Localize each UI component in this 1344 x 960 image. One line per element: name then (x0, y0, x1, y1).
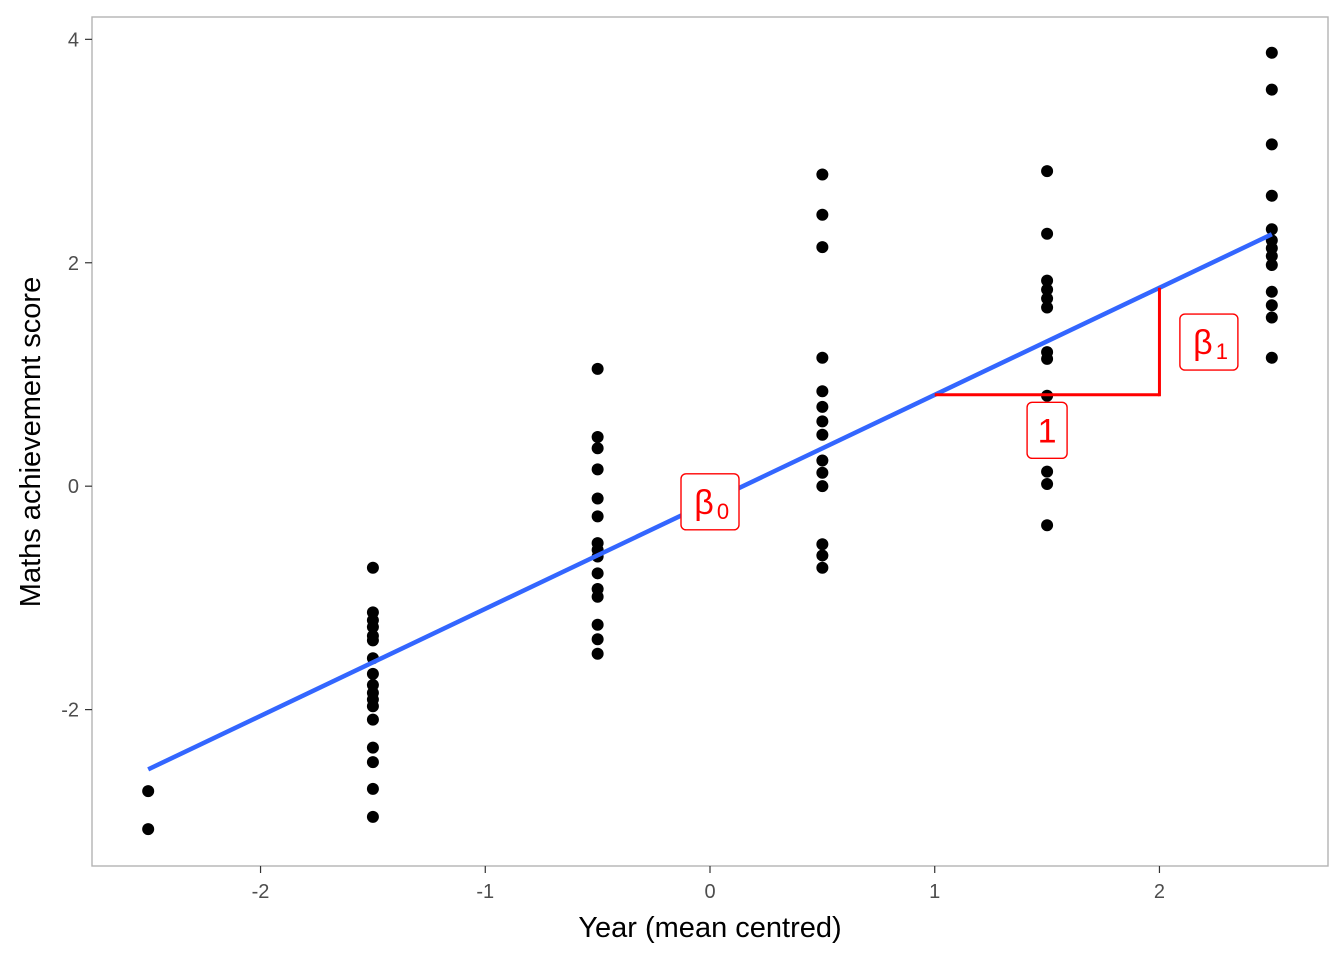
data-point (1265, 258, 1278, 271)
x-tick-label: 0 (704, 881, 715, 903)
data-point (816, 415, 829, 428)
annotation-text: β (694, 484, 714, 522)
y-axis-title: Maths achievement score (15, 277, 47, 607)
data-point (366, 561, 379, 574)
data-point (591, 510, 604, 523)
data-point (816, 400, 829, 413)
data-point (366, 810, 379, 823)
x-tick-label: 2 (1154, 881, 1165, 903)
data-point (1041, 352, 1054, 365)
annotation-subscript: 1 (1216, 339, 1228, 364)
data-point (366, 667, 379, 680)
y-tick-label: 4 (68, 29, 79, 51)
data-point (1265, 138, 1278, 151)
data-point (366, 713, 379, 726)
data-point (1265, 250, 1278, 263)
annotation-label: 1 (1026, 401, 1068, 460)
y-tick-label: 2 (68, 253, 79, 275)
data-point (816, 385, 829, 398)
annotation-box (680, 473, 740, 531)
data-points (142, 46, 1278, 836)
data-point (816, 538, 829, 551)
data-point (1265, 83, 1278, 96)
data-point (142, 823, 155, 836)
data-point (591, 442, 604, 455)
annotation-box (1179, 313, 1239, 371)
data-point (816, 241, 829, 254)
data-point (816, 428, 829, 441)
data-point (366, 741, 379, 754)
data-point (366, 782, 379, 795)
data-point (1041, 274, 1054, 287)
data-point (1265, 285, 1278, 298)
x-tick-label: -1 (476, 881, 494, 903)
data-point (816, 168, 829, 181)
data-point (142, 785, 155, 798)
data-point (816, 351, 829, 364)
data-point (591, 362, 604, 375)
data-point (816, 454, 829, 467)
data-point (816, 549, 829, 562)
data-point (1041, 301, 1054, 314)
data-point (1265, 189, 1278, 202)
data-point (591, 633, 604, 646)
data-point (816, 561, 829, 574)
x-tick-label: 1 (929, 881, 940, 903)
data-point (591, 590, 604, 603)
data-point (591, 647, 604, 660)
y-tick-label: 0 (68, 476, 79, 498)
data-point (591, 492, 604, 505)
annotation-text: 1 (1038, 412, 1057, 450)
x-tick-label: -2 (252, 881, 270, 903)
data-point (366, 634, 379, 647)
data-point (1041, 465, 1054, 478)
x-axis-title: Year (mean centred) (578, 912, 841, 944)
data-point (1265, 311, 1278, 324)
data-point (1041, 165, 1054, 178)
data-point (816, 466, 829, 479)
data-point (1041, 477, 1054, 490)
data-point (1265, 223, 1278, 236)
data-point (816, 480, 829, 493)
data-point (591, 431, 604, 444)
data-point (591, 463, 604, 476)
data-point (591, 618, 604, 631)
data-point (1265, 46, 1278, 59)
annotation-box (1026, 401, 1068, 460)
y-tick-label: -2 (61, 700, 79, 722)
data-point (366, 620, 379, 633)
data-point (366, 700, 379, 713)
axes: -2 -1 0 1 2 -2 0 2 4 (61, 29, 1165, 903)
data-point (1041, 283, 1054, 296)
annotations: β 01β 1 (680, 313, 1239, 531)
data-point (1041, 227, 1054, 240)
data-point (1265, 351, 1278, 364)
plot-panel (91, 16, 1329, 867)
annotation-text: β (1193, 324, 1213, 362)
data-point (1041, 292, 1054, 305)
data-point (816, 208, 829, 221)
panel-border (91, 16, 1329, 867)
data-point (1041, 519, 1054, 532)
data-point (1265, 299, 1278, 312)
data-point (366, 756, 379, 769)
data-point (591, 567, 604, 580)
annotation-subscript: 0 (717, 499, 729, 524)
